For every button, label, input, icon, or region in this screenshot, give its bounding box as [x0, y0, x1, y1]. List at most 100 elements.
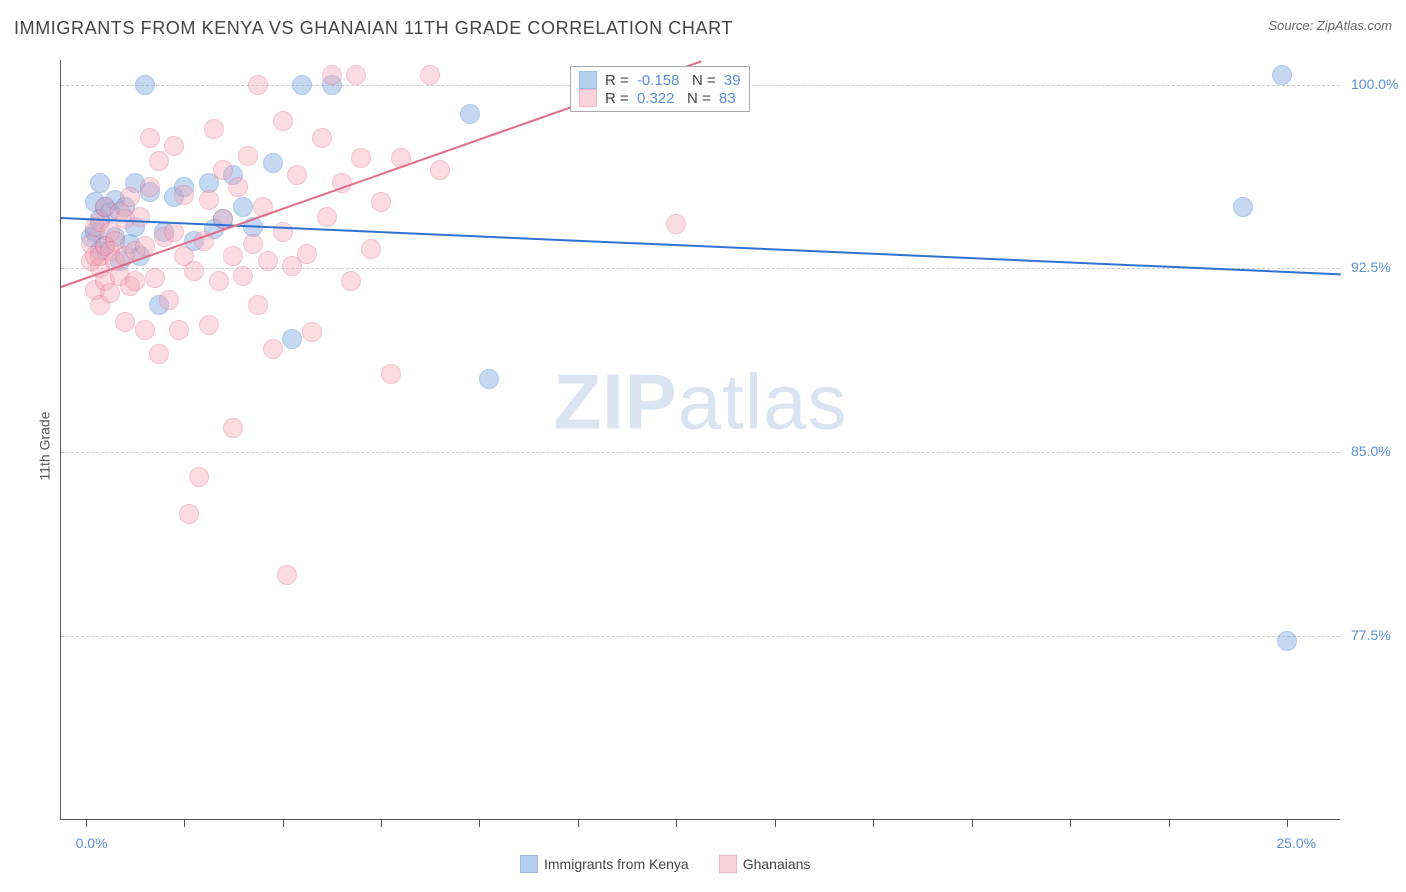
x-tick-label: 0.0%	[76, 835, 108, 851]
scatter-point	[282, 329, 302, 349]
x-tick	[578, 819, 579, 827]
scatter-point	[302, 322, 322, 342]
scatter-point	[189, 467, 209, 487]
x-tick	[972, 819, 973, 827]
scatter-point	[1233, 197, 1253, 217]
gridline-h	[61, 636, 1340, 637]
scatter-point	[204, 119, 224, 139]
chart-title: IMMIGRANTS FROM KENYA VS GHANAIAN 11TH G…	[14, 18, 733, 39]
x-tick	[1070, 819, 1071, 827]
scatter-point	[346, 65, 366, 85]
scatter-point	[164, 136, 184, 156]
gridline-h	[61, 268, 1340, 269]
scatter-point	[263, 339, 283, 359]
legend-item: Immigrants from Kenya	[520, 855, 689, 873]
gridline-h	[61, 452, 1340, 453]
stats-text: R = -0.158 N = 39	[605, 72, 741, 89]
scatter-point	[1277, 631, 1297, 651]
series-swatch	[579, 89, 597, 107]
scatter-point	[479, 369, 499, 389]
x-tick	[873, 819, 874, 827]
scatter-point	[1272, 65, 1292, 85]
scatter-point	[209, 271, 229, 291]
scatter-point	[273, 111, 293, 131]
scatter-point	[292, 75, 312, 95]
x-tick	[381, 819, 382, 827]
x-tick	[775, 819, 776, 827]
scatter-point	[90, 173, 110, 193]
x-tick	[86, 819, 87, 827]
legend-label: Ghanaians	[743, 856, 811, 872]
correlation-stats-box: R = -0.158 N = 39R = 0.322 N = 83	[570, 66, 750, 112]
x-tick	[184, 819, 185, 827]
stats-row: R = -0.158 N = 39	[579, 71, 741, 89]
stats-row: R = 0.322 N = 83	[579, 89, 741, 107]
scatter-point	[666, 214, 686, 234]
scatter-point	[228, 177, 248, 197]
scatter-point	[125, 271, 145, 291]
y-tick-label: 92.5%	[1351, 259, 1391, 275]
scatter-point	[341, 271, 361, 291]
scatter-point	[120, 187, 140, 207]
scatter-point	[317, 207, 337, 227]
scatter-point	[248, 75, 268, 95]
legend-bottom: Immigrants from Kenya Ghanaians	[520, 855, 810, 873]
scatter-point	[184, 261, 204, 281]
scatter-plot-area: ZIPatlas 77.5%85.0%92.5%100.0%0.0%25.0%	[60, 60, 1340, 820]
watermark: ZIPatlas	[553, 356, 847, 447]
scatter-point	[149, 344, 169, 364]
x-tick	[1287, 819, 1288, 827]
scatter-point	[312, 128, 332, 148]
scatter-point	[199, 315, 219, 335]
x-tick-label: 25.0%	[1276, 835, 1316, 851]
scatter-point	[169, 320, 189, 340]
scatter-point	[263, 153, 283, 173]
scatter-point	[179, 504, 199, 524]
y-tick-label: 100.0%	[1351, 76, 1398, 92]
scatter-point	[159, 290, 179, 310]
scatter-point	[140, 177, 160, 197]
scatter-point	[361, 239, 381, 259]
scatter-point	[322, 65, 342, 85]
scatter-point	[287, 165, 307, 185]
legend-label: Immigrants from Kenya	[544, 856, 689, 872]
x-tick	[479, 819, 480, 827]
scatter-point	[233, 197, 253, 217]
scatter-point	[420, 65, 440, 85]
legend-swatch	[719, 855, 737, 873]
scatter-point	[430, 160, 450, 180]
scatter-point	[164, 222, 184, 242]
scatter-point	[351, 148, 371, 168]
stats-text: R = 0.322 N = 83	[605, 90, 736, 107]
scatter-point	[273, 222, 293, 242]
scatter-point	[130, 207, 150, 227]
scatter-point	[115, 312, 135, 332]
scatter-point	[248, 295, 268, 315]
scatter-point	[135, 320, 155, 340]
scatter-point	[371, 192, 391, 212]
scatter-point	[381, 364, 401, 384]
legend-swatch	[520, 855, 538, 873]
scatter-point	[174, 185, 194, 205]
x-tick	[283, 819, 284, 827]
y-tick-label: 77.5%	[1351, 627, 1391, 643]
scatter-point	[238, 146, 258, 166]
legend-item: Ghanaians	[719, 855, 811, 873]
scatter-point	[223, 246, 243, 266]
scatter-point	[297, 244, 317, 264]
series-swatch	[579, 71, 597, 89]
scatter-point	[135, 75, 155, 95]
scatter-point	[199, 190, 219, 210]
x-tick	[1169, 819, 1170, 827]
source-attribution: Source: ZipAtlas.com	[1268, 18, 1392, 33]
scatter-point	[145, 268, 165, 288]
scatter-point	[277, 565, 297, 585]
scatter-point	[140, 128, 160, 148]
scatter-point	[233, 266, 253, 286]
y-tick-label: 85.0%	[1351, 443, 1391, 459]
scatter-point	[243, 234, 263, 254]
x-tick	[676, 819, 677, 827]
scatter-point	[460, 104, 480, 124]
scatter-point	[258, 251, 278, 271]
scatter-point	[223, 418, 243, 438]
